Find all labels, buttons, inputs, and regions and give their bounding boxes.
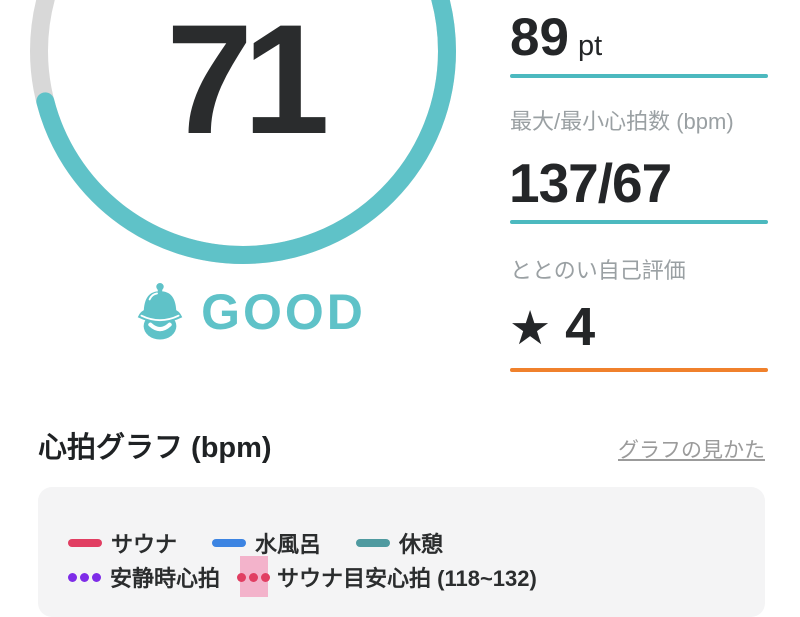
points-stat: 89 pt bbox=[510, 11, 602, 64]
resting-hr-dots-icon bbox=[68, 572, 101, 582]
graph-section-title: 心拍グラフ (bpm) bbox=[38, 432, 272, 464]
legend-card: サウナ 水風呂 休憩 安静時心拍 bbox=[38, 487, 765, 617]
heart-rate-label: 最大/最小心拍数 (bpm) bbox=[510, 109, 734, 134]
legend-label: 休憩 bbox=[399, 532, 444, 557]
legend-item-resting-hr: 安静時心拍 bbox=[68, 561, 220, 593]
legend-label: サウナ bbox=[111, 532, 178, 557]
legend-label: サウナ目安心拍 (118~132) bbox=[277, 566, 537, 591]
score-ring-progress bbox=[30, 0, 456, 264]
legend-label: 安静時心拍 bbox=[110, 566, 221, 591]
legend-row-1: サウナ 水風呂 休憩 bbox=[68, 527, 443, 559]
rest-line-icon bbox=[356, 539, 391, 547]
heart-rate-value: 137/67 bbox=[509, 152, 672, 214]
legend-item-sauna: サウナ bbox=[68, 527, 177, 559]
legend-item-sauna-target-hr: サウナ目安心拍 (118~132) bbox=[237, 556, 537, 597]
points-value: 89 bbox=[510, 8, 569, 67]
rating-label: GOOD bbox=[201, 284, 366, 340]
screen: 71 GOOD 89 pt 最大/最小心拍数 (bpm) 137/67 ととのい… bbox=[0, 0, 768, 617]
legend-label: 水風呂 bbox=[255, 532, 322, 557]
legend-item-rest: 休憩 bbox=[356, 527, 443, 559]
points-unit: pt bbox=[577, 30, 603, 62]
legend-row-2: 安静時心拍 サウナ目安心拍 (118~132) bbox=[68, 556, 537, 597]
sauna-hat-face-icon bbox=[137, 283, 183, 340]
cold-bath-line-icon bbox=[212, 539, 247, 547]
divider-self-rating bbox=[510, 368, 768, 372]
score-ring bbox=[30, 0, 456, 264]
legend-item-cold-bath: 水風呂 bbox=[212, 527, 321, 559]
graph-help-link[interactable]: グラフの見かた bbox=[618, 439, 765, 462]
self-rating-number: 4 bbox=[565, 297, 596, 357]
rating: GOOD bbox=[0, 281, 500, 343]
star-icon: ★ bbox=[509, 300, 552, 354]
sauna-line-icon bbox=[68, 539, 102, 547]
self-rating-label: ととのい自己評価 bbox=[510, 258, 686, 283]
graph-section-header: 心拍グラフ (bpm) グラフの見かた bbox=[38, 424, 765, 466]
divider-points bbox=[510, 74, 768, 78]
divider-heart-rate bbox=[510, 220, 768, 224]
score-value: 71 bbox=[166, 0, 330, 167]
sauna-target-band-icon bbox=[237, 556, 271, 597]
self-rating-value: ★ 4 bbox=[509, 300, 595, 354]
